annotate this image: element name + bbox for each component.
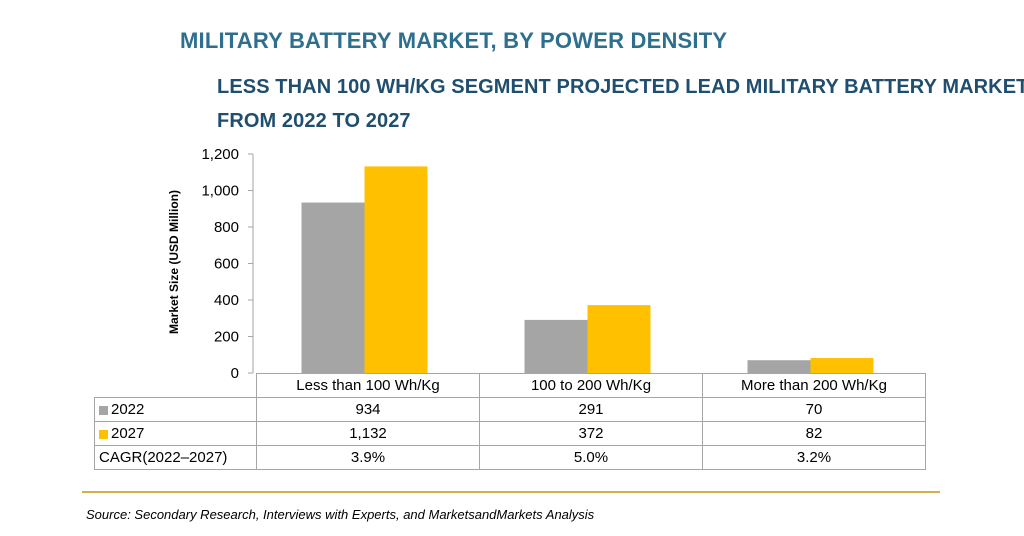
cagr-value: 3.2%: [702, 445, 926, 470]
data-label: 372: [479, 421, 703, 446]
legend-entry-2027: 2027: [94, 421, 257, 446]
table-row-cagr: CAGR(2022–2027) 3.9% 5.0% 3.2%: [94, 445, 926, 470]
chart-subtitle: LESS THAN 100 WH/KG SEGMENT PROJECTED LE…: [217, 70, 1024, 138]
category-label: 100 to 200 Wh/Kg: [479, 373, 703, 398]
bar-2022: [524, 319, 588, 373]
bar-2022: [301, 202, 365, 373]
data-label: 82: [702, 421, 926, 446]
data-label: 70: [702, 397, 926, 422]
y-axis-label: Market Size (USD Million): [167, 190, 181, 334]
data-label: 291: [479, 397, 703, 422]
data-label: 934: [256, 397, 480, 422]
source-note: Source: Secondary Research, Interviews w…: [86, 507, 595, 522]
category-label: More than 200 Wh/Kg: [702, 373, 926, 398]
bar-2027: [364, 166, 428, 373]
y-tick-label: 200: [214, 329, 239, 346]
cagr-label: CAGR(2022–2027): [94, 445, 257, 470]
legend-swatch-2027: [99, 429, 108, 439]
legend-label: 2027: [111, 425, 145, 442]
table-row-2022: 2022 934 291 70: [94, 397, 926, 422]
y-tick-label: 1,200: [201, 146, 239, 163]
bars: [301, 166, 874, 373]
y-tick-label: 400: [214, 292, 239, 309]
subtitle-line-2: FROM 2022 TO 2027: [217, 110, 411, 132]
legend-entry-2022: 2022: [94, 397, 257, 422]
chart-title: MILITARY BATTERY MARKET, BY POWER DENSIT…: [180, 28, 728, 53]
cagr-value: 5.0%: [479, 445, 703, 470]
bar-chart: 0 200 400 600 800 1,000 1,200 Market Size (USD…: [167, 146, 874, 380]
y-tick-label: 1,000: [201, 183, 239, 200]
cagr-value: 3.9%: [256, 445, 480, 470]
bar-2027: [810, 358, 874, 373]
y-axis-ticks: 0 200 400 600 800 1,000 1,200: [201, 146, 253, 380]
y-tick-label: 800: [214, 219, 239, 236]
bar-2022: [747, 360, 811, 373]
footer-divider: [82, 491, 940, 493]
y-tick-label: 600: [214, 256, 239, 273]
table-corner: [94, 373, 257, 398]
y-tick-label: 0: [231, 365, 239, 380]
legend-label: 2022: [111, 401, 145, 418]
legend-swatch-2022: [99, 405, 108, 415]
bar-2027: [587, 305, 651, 373]
table-header-row: Less than 100 Wh/Kg 100 to 200 Wh/Kg Mor…: [94, 373, 926, 398]
subtitle-line-1: LESS THAN 100 WH/KG SEGMENT PROJECTED LE…: [217, 76, 1024, 98]
category-label: Less than 100 Wh/Kg: [256, 373, 480, 398]
table-row-2027: 2027 1,132 372 82: [94, 421, 926, 446]
data-label: 1,132: [256, 421, 480, 446]
data-table: Less than 100 Wh/Kg 100 to 200 Wh/Kg Mor…: [94, 373, 926, 470]
